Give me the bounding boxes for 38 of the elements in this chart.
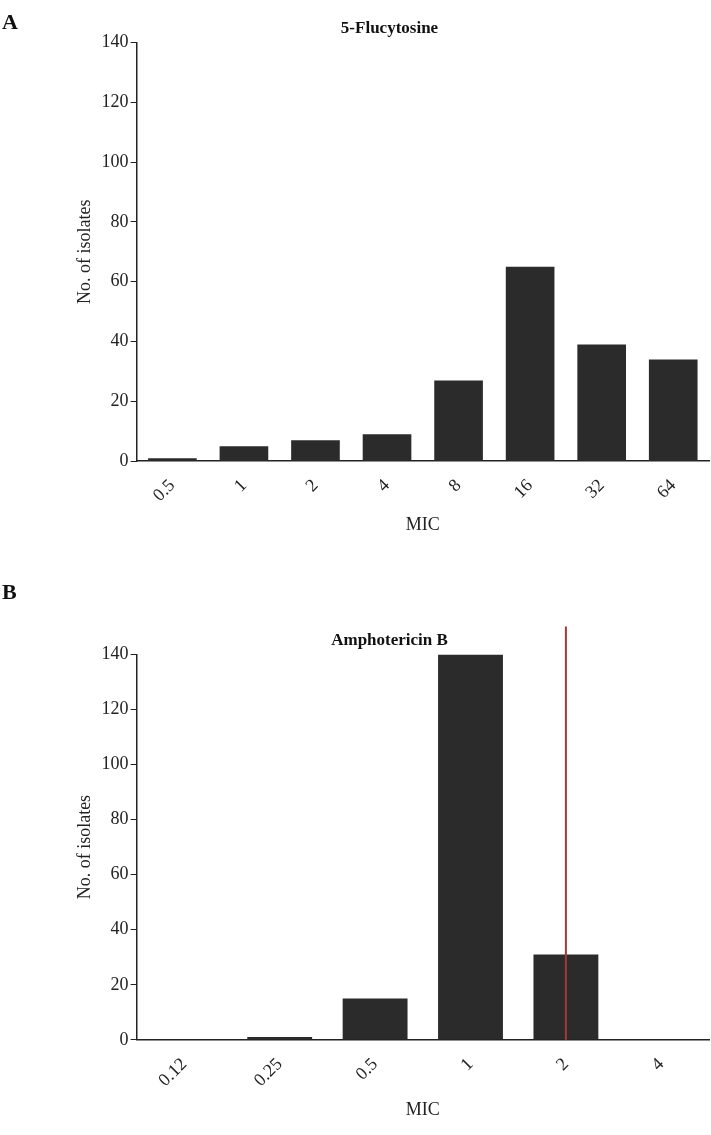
- y-tick-label: 60: [110, 270, 129, 291]
- x-tick-label: 4: [646, 1053, 668, 1075]
- y-tick-label: 60: [110, 863, 129, 884]
- x-axis-title: MIC: [405, 513, 440, 534]
- x-tick-label: 0.25: [249, 1053, 286, 1090]
- chart-title: Amphotericin B: [331, 629, 448, 649]
- y-tick-label: 80: [110, 808, 129, 829]
- y-axis-title: No. of isolates: [73, 199, 94, 305]
- x-tick-label: 8: [444, 474, 465, 496]
- y-tick-label: 140: [101, 31, 129, 52]
- x-tick-label: 4: [372, 474, 394, 496]
- x-tick-label: 0.5: [148, 474, 179, 505]
- text: A: [2, 8, 18, 34]
- x-tick-label: 64: [652, 474, 680, 502]
- x-tick-label: 32: [580, 474, 608, 502]
- y-axis-title: No. of isolates: [73, 794, 94, 900]
- x-tick-label: 16: [509, 474, 537, 502]
- y-tick-label: 20: [110, 390, 129, 411]
- y-tick-label: 40: [110, 918, 129, 939]
- chart-title: 5-Flucytosine: [340, 17, 439, 37]
- x-tick-label: 0.5: [351, 1053, 382, 1084]
- x-tick-label: 2: [551, 1053, 573, 1075]
- text: B: [2, 578, 17, 604]
- x-tick-label: 2: [301, 474, 322, 496]
- y-tick-label: 100: [101, 753, 129, 774]
- y-tick-label: 100: [101, 150, 129, 171]
- y-tick-label: 20: [110, 973, 129, 994]
- x-tick-label: 1: [229, 474, 251, 496]
- x-tick-label: 0.12: [154, 1053, 191, 1090]
- y-tick-label: 0: [119, 1028, 129, 1049]
- y-tick-label: 120: [101, 698, 129, 719]
- y-tick-label: 40: [110, 330, 129, 351]
- y-tick-label: 0: [119, 449, 129, 470]
- x-tick-label: 1: [456, 1053, 477, 1075]
- y-tick-label: 140: [101, 643, 129, 664]
- y-tick-label: 120: [101, 90, 129, 111]
- x-axis-title: MIC: [405, 1098, 440, 1119]
- y-tick-label: 80: [110, 210, 129, 231]
